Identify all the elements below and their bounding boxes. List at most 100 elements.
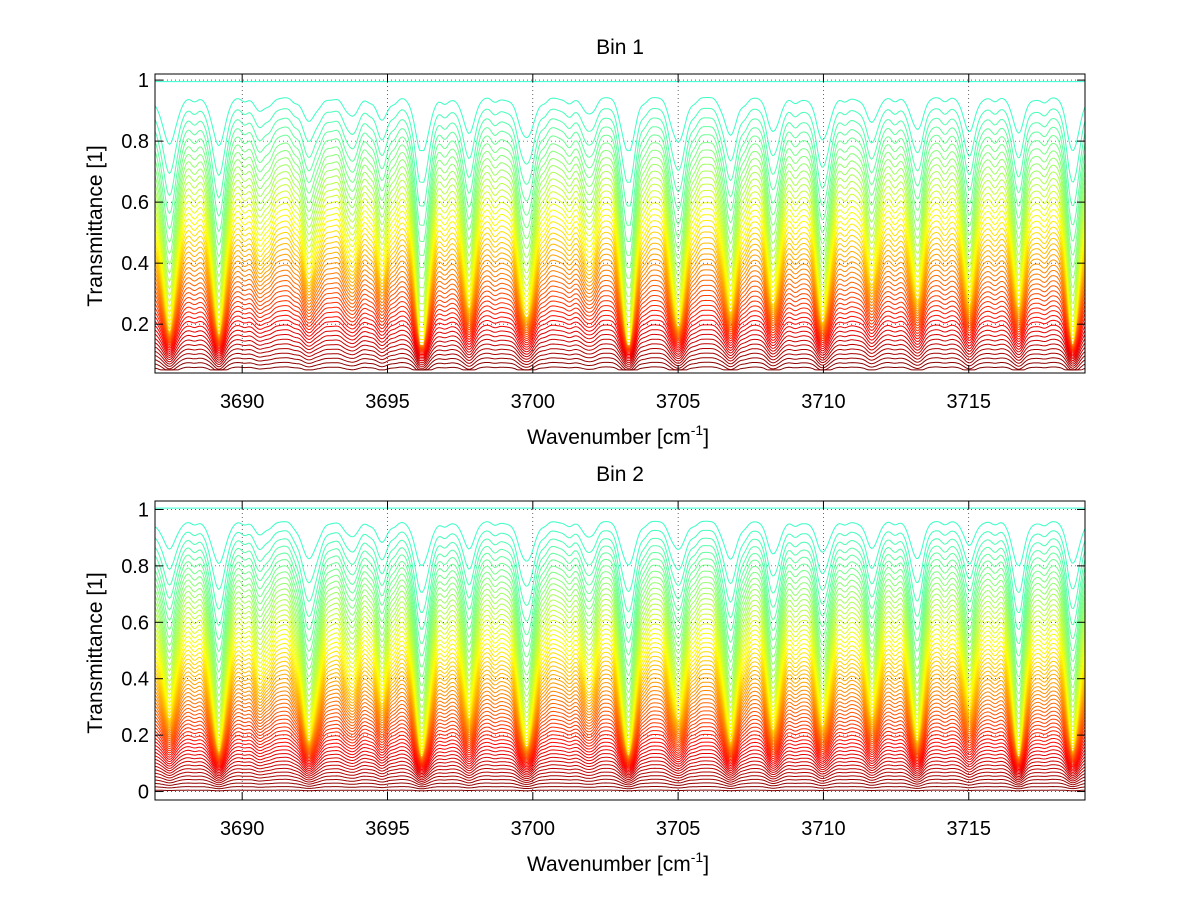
series-line [155,775,1085,784]
series-line [155,613,1085,729]
series-line [155,319,1085,357]
chart-title: Bin 2 [596,463,644,486]
series-line [155,764,1085,779]
x-tick-label: 3700 [511,391,556,413]
series-line [155,163,1085,289]
series-line [155,274,1085,348]
series-line [155,722,1085,765]
series-line [155,149,1085,269]
series-line [155,587,1085,702]
x-tick-label: 3710 [801,391,846,413]
y-tick-label: 0.8 [121,131,149,153]
y-tick-label: 0.6 [121,192,149,214]
series-line [155,117,1085,207]
series-line [155,564,1085,668]
x-axis-label-end: ] [703,853,709,876]
series-line [155,789,1085,792]
series-line [155,737,1085,769]
series-line [155,608,1085,725]
plot-area: 3690 3695 3700 3705 3710 3715 0 0.2 0.4 0.6 0.8 1 [121,499,1086,840]
series-line [155,142,1085,256]
series-line [155,726,1085,766]
chart-bin-2: Bin 2 3690 3695 3700 3705 3710 3715 0 0.2 0.4 0.6… [84,463,1086,876]
series-line [155,756,1085,776]
series-line [155,785,1085,790]
x-tick-label: 3715 [947,818,992,840]
series-line [155,107,1085,183]
plot-frame [154,73,1086,374]
series-line [155,749,1085,773]
series-line [155,710,1085,762]
y-tick-label: 0.4 [121,253,149,275]
plot-area: 3690 3695 3700 3705 3710 3715 0.2 0.4 0.6 0.8 1 [121,70,1086,413]
series-line [155,706,1085,762]
x-tick-label: 3715 [947,391,992,413]
x-axis-label: Wavenumber [cm-1] [527,422,709,449]
series-line [155,520,1085,566]
series-line [155,361,1085,371]
y-axis-label: Transmittance [1] [84,145,107,306]
series-line [155,745,1085,772]
x-tick-label: 3700 [511,818,556,840]
series-line [155,208,1085,333]
series-line [155,343,1085,365]
series-group [155,81,1085,371]
y-axis-label: Transmittance [1] [84,572,107,733]
x-axis-label-main: Wavenumber [cm [527,853,691,876]
series-line [155,314,1085,355]
series-line [155,537,1085,613]
series-line [155,295,1085,351]
series-line [155,329,1085,360]
series-line [155,576,1085,686]
series-line [155,718,1085,764]
series-line [155,545,1085,630]
series-line [155,324,1085,358]
chart-title: Bin 1 [596,36,644,59]
x-axis-label-superscript: -1 [691,422,704,438]
series-line [155,558,1085,657]
x-tick-label: 3690 [220,391,265,413]
x-axis-label-main: Wavenumber [cm [527,426,691,449]
y-tick-label: 1 [138,499,149,521]
series-line [155,134,1085,242]
y-tick-label: 1 [138,70,149,92]
series-line [155,299,1085,352]
chart-bin-1: Bin 1 3690 3695 3700 3705 3710 3715 0.2 0.4 0.6 0… [84,36,1086,449]
plot-frame [154,500,1086,801]
series-line [155,741,1085,770]
series-line [155,97,1085,152]
series-line [155,771,1085,782]
series-line [155,156,1085,279]
x-tick-label: 3710 [801,818,846,840]
series-line [155,714,1085,763]
series-line [155,190,1085,318]
x-tick-label: 3705 [656,391,701,413]
y-tick-label: 0.2 [121,725,149,747]
series-line [155,778,1085,786]
series-line [155,582,1085,694]
x-tick-label: 3695 [365,391,410,413]
series-line [155,304,1085,353]
series-line [155,338,1085,363]
series-line [155,309,1085,354]
x-axis-label-superscript: -1 [691,849,704,865]
x-tick-label: 3695 [365,818,410,840]
series-line [155,593,1085,708]
series-group [155,507,1085,792]
series-line [155,279,1085,348]
series-line [155,177,1085,305]
series-line [155,348,1085,367]
series-line [155,284,1085,349]
series-line [155,551,1085,644]
y-tick-label: 0.2 [121,314,149,336]
series-line [155,289,1085,350]
series-line [155,202,1085,328]
y-tick-label: 0.4 [121,669,149,691]
series-line [155,782,1085,788]
series-line [155,366,1085,371]
y-tick-label: 0.6 [121,612,149,634]
series-line [155,760,1085,777]
series-line [155,598,1085,714]
series-line [155,333,1085,362]
